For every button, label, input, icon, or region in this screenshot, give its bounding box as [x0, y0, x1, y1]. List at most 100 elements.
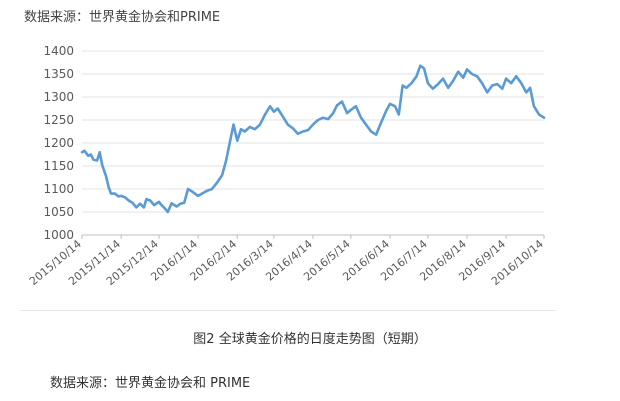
- data-point: [341, 100, 343, 103]
- data-point: [457, 70, 460, 73]
- data-point: [139, 202, 141, 205]
- data-point: [543, 116, 545, 119]
- data-point: [107, 185, 110, 188]
- data-point: [471, 73, 473, 75]
- data-point: [96, 159, 98, 162]
- data-point: [81, 151, 83, 154]
- data-point: [496, 83, 499, 85]
- data-point: [302, 130, 304, 133]
- y-tick-label: 1050: [43, 205, 74, 219]
- data-point: [375, 133, 377, 136]
- data-point: [476, 75, 478, 78]
- data-point: [240, 128, 242, 131]
- data-point: [225, 160, 227, 163]
- data-point: [419, 64, 422, 67]
- data-point: [442, 77, 444, 80]
- data-point: [327, 118, 329, 120]
- y-tick-label: 1300: [43, 90, 74, 104]
- y-tick-label: 1200: [43, 136, 74, 150]
- data-point: [228, 142, 231, 144]
- data-point: [538, 113, 540, 116]
- data-point: [365, 123, 367, 126]
- data-point: [124, 196, 126, 199]
- data-point: [206, 189, 208, 192]
- data-point: [249, 126, 251, 128]
- y-tick-label: 1250: [43, 113, 74, 127]
- source-note-top: 数据来源：世界黄金协会和PRIME: [24, 10, 221, 25]
- data-point: [355, 105, 357, 108]
- data-point: [201, 192, 203, 195]
- data-point: [466, 68, 468, 71]
- data-point: [113, 192, 116, 195]
- data-point: [286, 123, 289, 126]
- data-point: [276, 107, 279, 110]
- data-point: [143, 206, 145, 209]
- data-point: [175, 205, 178, 208]
- data-point: [221, 174, 224, 177]
- data-point: [236, 139, 239, 142]
- data-point: [101, 164, 104, 166]
- data-point: [322, 116, 324, 119]
- data-point: [350, 109, 352, 111]
- source-note-bottom: 数据来源：世界黄金协会和 PRIME: [50, 376, 251, 391]
- data-point: [254, 128, 256, 131]
- data-point: [264, 113, 266, 116]
- data-point: [529, 86, 531, 89]
- data-point: [149, 199, 152, 202]
- data-point: [401, 84, 404, 87]
- data-point: [481, 82, 483, 85]
- data-point: [153, 204, 155, 207]
- data-point: [427, 82, 429, 85]
- data-point: [486, 91, 489, 94]
- data-point: [291, 127, 294, 130]
- data-point: [510, 82, 513, 85]
- data-point: [135, 206, 138, 209]
- data-point: [491, 84, 494, 87]
- data-point: [462, 76, 465, 79]
- data-point: [317, 119, 319, 121]
- data-point: [515, 75, 518, 78]
- data-point: [83, 149, 86, 152]
- data-point: [127, 199, 130, 202]
- data-point: [394, 105, 396, 108]
- data-point: [505, 77, 507, 80]
- data-point: [183, 201, 186, 204]
- y-axis: 1000 1050 1100 1150 1200 1250 1300 1350 1400: [43, 44, 74, 242]
- data-point: [211, 188, 213, 190]
- data-point: [410, 82, 413, 85]
- data-point: [533, 105, 535, 108]
- data-point: [259, 123, 261, 126]
- data-point: [423, 67, 425, 70]
- data-point: [117, 195, 120, 198]
- data-point: [281, 115, 284, 118]
- series-line-0: [80, 64, 546, 214]
- data-point: [163, 206, 165, 209]
- data-point: [110, 192, 112, 195]
- data-point: [187, 188, 189, 190]
- data-point: [405, 86, 408, 89]
- y-gridlines: [82, 50, 544, 213]
- data-point: [297, 132, 299, 135]
- data-point: [87, 155, 90, 157]
- data-point: [452, 80, 454, 82]
- series-group: [80, 64, 546, 214]
- data-point: [166, 211, 169, 213]
- data-point: [312, 123, 314, 126]
- y-tick-label: 1150: [43, 159, 74, 173]
- data-point: [232, 123, 235, 126]
- figure-caption: 图2 全球黄金价格的日度走势图（短期）: [193, 332, 427, 347]
- data-point: [98, 151, 101, 154]
- data-point: [525, 91, 528, 94]
- data-point: [92, 158, 95, 161]
- data-point: [197, 195, 200, 197]
- data-point: [332, 112, 335, 114]
- data-point: [447, 86, 449, 89]
- chart-frame: 1000 1050 1100 1150 1200 1250 1300 1350 1400 201…: [20, 40, 556, 311]
- data-point: [389, 103, 391, 105]
- data-point: [120, 195, 122, 197]
- data-point: [380, 121, 383, 124]
- gold-price-line-chart: 1000 1050 1100 1150 1200 1250 1300 1350 1400 201…: [27, 44, 546, 288]
- data-point: [370, 130, 372, 133]
- data-point: [179, 202, 182, 205]
- data-point: [89, 153, 92, 156]
